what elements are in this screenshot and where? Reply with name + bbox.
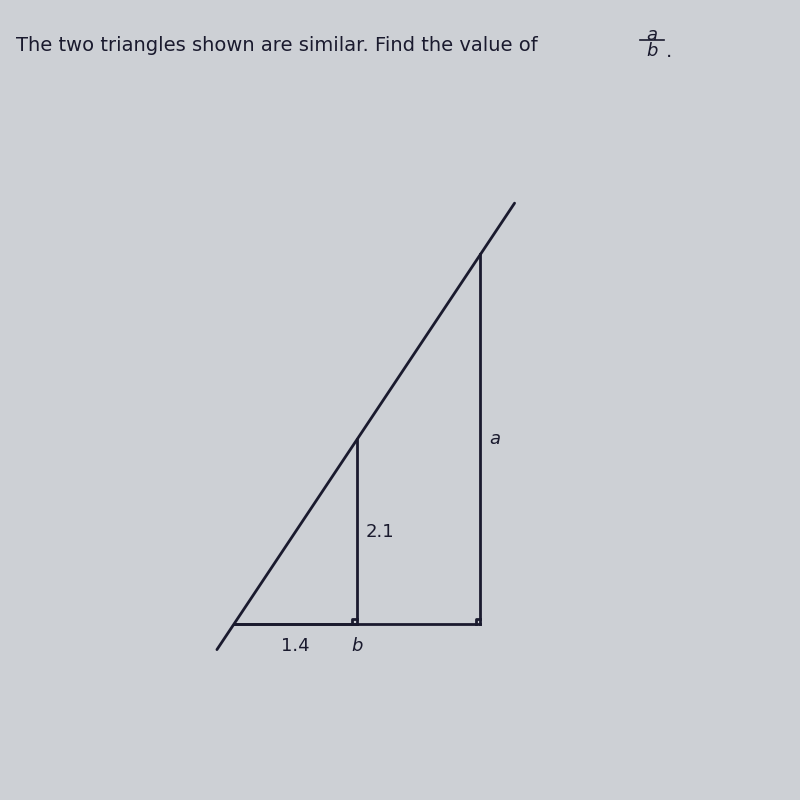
Text: a: a xyxy=(646,26,658,43)
Text: a: a xyxy=(490,430,500,448)
Text: 1.4: 1.4 xyxy=(282,637,310,655)
Text: b: b xyxy=(646,42,658,60)
Text: .: . xyxy=(666,42,672,61)
Text: b: b xyxy=(351,637,363,655)
Text: The two triangles shown are similar. Find the value of: The two triangles shown are similar. Fin… xyxy=(16,36,544,55)
Text: 2.1: 2.1 xyxy=(366,522,394,541)
